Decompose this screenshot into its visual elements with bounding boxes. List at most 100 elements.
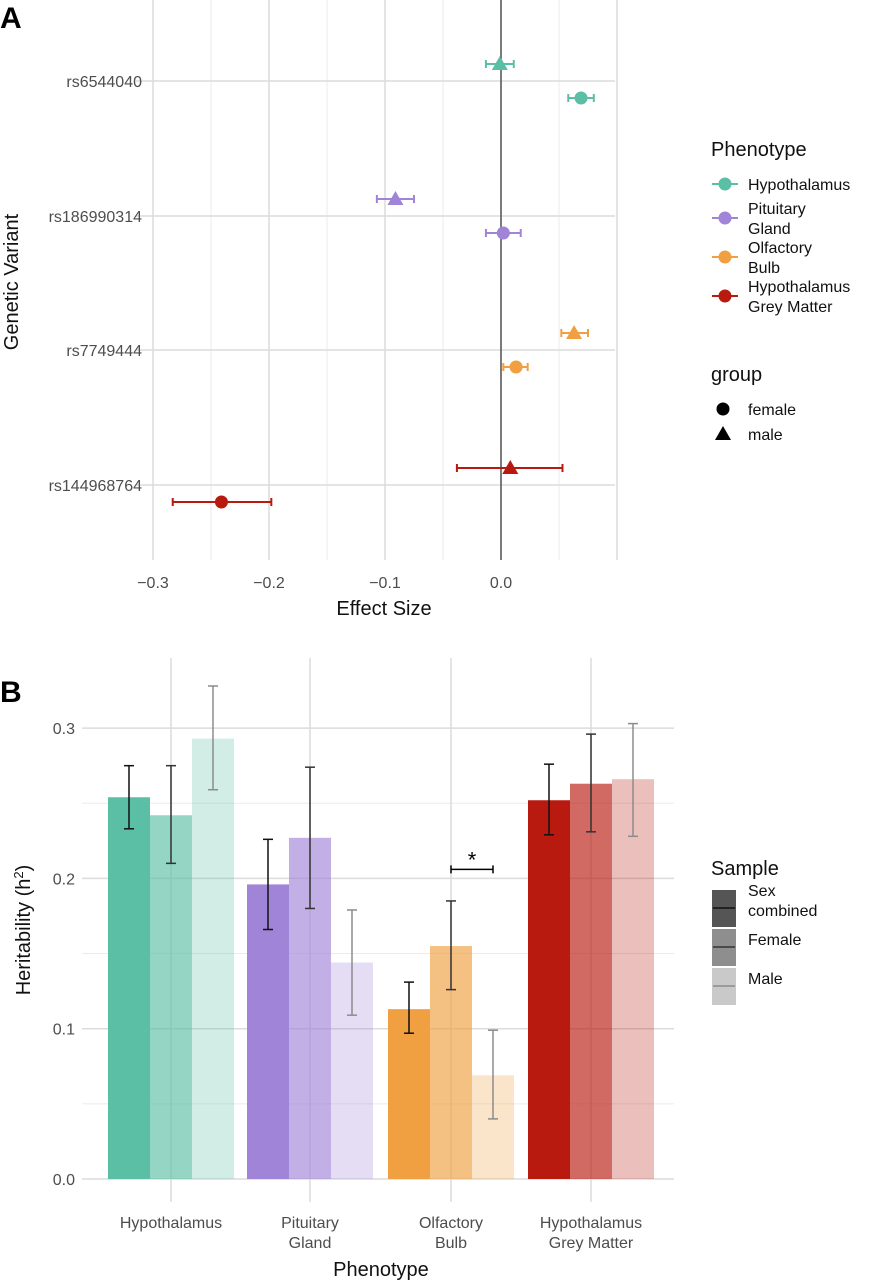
x-tick-label-line: Olfactory	[419, 1215, 483, 1232]
x-tick-label: −0.1	[369, 575, 401, 592]
bar-hypothalamus-grey-matter-male	[612, 779, 654, 1179]
error-bar-olfactory-bulb-sex-combined	[404, 981, 414, 1034]
y-tick-label-rs144968764: rs144968764	[49, 478, 143, 495]
legend-group-title: group	[711, 364, 762, 386]
error-bar-hypothalamus-male	[208, 685, 218, 791]
error-bar-pituitary-gland-female	[305, 766, 315, 910]
error-bar-olfactory-bulb-female	[446, 900, 456, 991]
x-tick-label-line: Gland	[289, 1235, 332, 1252]
y-tick-label-rs7749444: rs7749444	[66, 343, 142, 360]
legend-item-male: Male	[712, 968, 783, 1005]
panel-a-grid	[136, 0, 618, 560]
x-tick-label-line: Bulb	[435, 1235, 467, 1252]
panel-b: B 0.0 0.1 0.2 0.3 Hypothalamus Pituitary Glan…	[0, 658, 817, 1280]
x-tick-label: 0.0	[490, 575, 512, 592]
legend-item-male: male	[715, 426, 783, 444]
x-tick-label-hypothalamus-grey-matter: Hypothalamus Grey Matter	[540, 1215, 642, 1252]
legend-label-hypothalamus: Hypothalamus	[748, 177, 850, 194]
point-rs186990314-female	[484, 226, 522, 240]
legend-label-sex-combined: Sex combined	[748, 883, 817, 920]
legend-item-female: Female	[712, 929, 801, 966]
error-bar-pituitary-gland-sex-combined	[263, 838, 273, 931]
legend-label-female: Female	[748, 932, 801, 949]
female-circle-marker	[509, 360, 523, 374]
error-bar-hypothalamus-sex-combined	[124, 764, 134, 830]
y-tick-label-rs6544040: rs6544040	[66, 74, 142, 91]
legend-key-marker	[718, 211, 732, 225]
legend-label-olfactory-bulb: Olfactory Bulb	[748, 240, 812, 277]
legend-label-pituitary-gland: Pituitary Gland	[748, 201, 806, 238]
female-circle-marker	[496, 226, 510, 240]
point-rs144968764-male	[455, 460, 564, 474]
y-tick-label: 0.0	[53, 1172, 75, 1189]
legend-label-line: Hypothalamus	[748, 279, 850, 296]
y-axis-title-close: )	[13, 865, 35, 872]
legend-label-male: Male	[748, 971, 783, 988]
bar-olfactory-bulb-sex-combined	[388, 1009, 430, 1179]
bar-hypothalamus-sex-combined	[108, 797, 150, 1179]
error-bar-olfactory-bulb-male	[488, 1029, 498, 1120]
y-tick-label-rs186990314: rs186990314	[49, 209, 143, 226]
female-circle-marker	[574, 91, 588, 105]
error-bar-pituitary-gland-male	[347, 909, 357, 1016]
legend-label-female: female	[748, 402, 796, 419]
legend-item-hypothalamus: Hypothalamus	[712, 177, 850, 194]
legend-label-line: Hypothalamus	[748, 177, 850, 194]
error-bar-hypothalamus-grey-matter-female	[586, 733, 596, 833]
male-triangle-marker	[502, 460, 519, 474]
panel-a-x-axis-title: Effect Size	[336, 598, 431, 620]
panel-b-significance: *	[450, 847, 494, 874]
legend-label-line: Bulb	[748, 260, 780, 277]
legend-circle-marker	[716, 402, 730, 416]
panel-b-legend: Sample Sex combined Female Male	[711, 858, 817, 1005]
x-tick-label-olfactory-bulb: Olfactory Bulb	[419, 1215, 483, 1252]
female-circle-marker	[214, 495, 228, 509]
x-tick-label-line: Hypothalamus	[120, 1215, 222, 1232]
legend-item-female: female	[716, 402, 796, 419]
error-bar-hypothalamus-grey-matter-male	[628, 722, 638, 838]
legend-key-marker	[718, 250, 732, 264]
legend-item-hypothalamus-grey-matter: Hypothalamus Grey Matter	[712, 279, 850, 316]
legend-label-line: Grey Matter	[748, 299, 833, 316]
legend-item-sex-combined: Sex combined	[712, 883, 817, 927]
male-triangle-marker	[387, 191, 404, 205]
x-tick-label-line: Hypothalamus	[540, 1215, 642, 1232]
y-axis-title-superscript: 2	[11, 871, 26, 878]
error-bar-hypothalamus-female	[166, 764, 176, 865]
panel-a-y-ticks: rs6544040 rs186990314 rs7749444 rs144968764	[49, 74, 143, 495]
y-tick-label: 0.2	[53, 871, 75, 888]
legend-label-line: Olfactory	[748, 240, 812, 257]
bar-hypothalamus-grey-matter-sex-combined	[528, 800, 570, 1179]
x-tick-label: −0.2	[253, 575, 285, 592]
panel-b-y-ticks: 0.0 0.1 0.2 0.3	[53, 721, 75, 1189]
legend-label-line: Sex	[748, 883, 776, 900]
y-tick-label: 0.3	[53, 721, 75, 738]
x-tick-label-line: Pituitary	[281, 1215, 339, 1232]
significance-star: *	[468, 847, 477, 872]
panel-b-x-axis-title: Phenotype	[333, 1259, 429, 1280]
panel-b-y-axis-title: Heritability (h2)	[11, 865, 36, 996]
legend-item-olfactory-bulb: Olfactory Bulb	[712, 240, 812, 277]
panel-b-letter: B	[0, 676, 22, 709]
panel-a-legend: Phenotype group Hypothalamus Pituitary Gla…	[711, 139, 850, 444]
legend-label-line: Gland	[748, 221, 791, 238]
x-tick-label: −0.3	[137, 575, 169, 592]
bar-pituitary-gland-sex-combined	[247, 884, 289, 1179]
legend-label-line: Female	[748, 932, 801, 949]
x-tick-label-line: Grey Matter	[549, 1235, 634, 1252]
panel-a-points	[171, 56, 595, 509]
x-tick-label-pituitary-gland: Pituitary Gland	[281, 1215, 339, 1252]
legend-label-line: combined	[748, 903, 817, 920]
y-axis-title-main: Heritability (h	[13, 879, 35, 996]
panel-b-bars	[108, 738, 654, 1179]
legend-label-line: Pituitary	[748, 201, 806, 218]
panel-a-x-ticks: −0.3 −0.2 −0.1 0.0	[137, 575, 512, 592]
point-rs6544040-female	[567, 91, 595, 105]
legend-label-line: Male	[748, 971, 783, 988]
point-rs144968764-female	[171, 495, 273, 509]
error-bar-hypothalamus-grey-matter-sex-combined	[544, 763, 554, 836]
legend-key-marker	[718, 177, 732, 191]
panel-b-error-bars	[124, 685, 638, 1120]
point-rs7749444-female	[502, 360, 529, 374]
panel-a-y-axis-title: Genetic Variant	[1, 213, 23, 350]
